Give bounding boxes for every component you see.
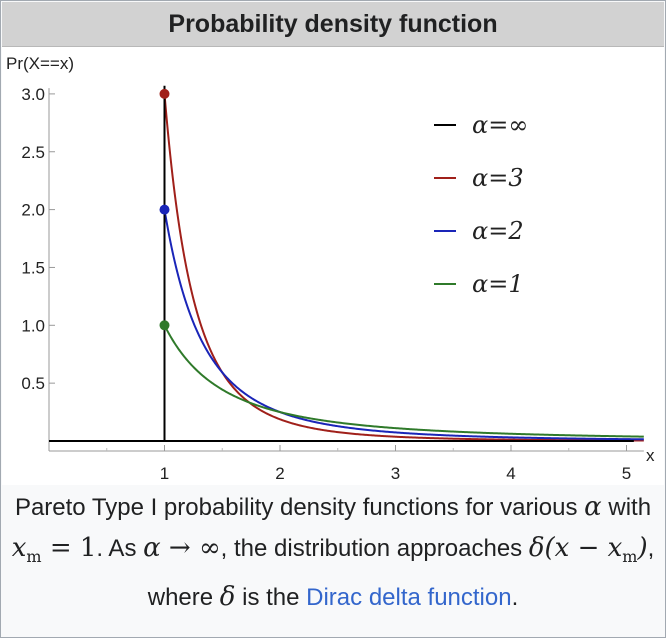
x-tick-label: 1 — [160, 464, 169, 483]
y-tick-label: 0.5 — [21, 374, 45, 393]
figure-caption: Pareto Type I probability density functi… — [11, 487, 655, 618]
x-axis-label: x — [646, 446, 655, 465]
caption-alpha-symbol: α — [584, 492, 602, 522]
caption-text-3: . As — [96, 535, 144, 562]
legend-label: α=1 — [472, 270, 524, 298]
legend-label: α=3 — [472, 164, 524, 192]
x-tick-label: 2 — [275, 464, 284, 483]
caption-text-4: , the distribution approaches — [220, 535, 529, 562]
caption-xm-subscript: m — [26, 546, 42, 566]
y-tick-label: 2.0 — [21, 201, 45, 220]
caption-delta-close: ) — [637, 533, 648, 563]
series-line-alpha-2 — [49, 209, 644, 442]
series-point-alpha-3 — [159, 88, 170, 99]
x-tick-label: 3 — [391, 464, 400, 483]
y-tick-label: 1.5 — [21, 258, 45, 277]
caption-text-7: . — [511, 583, 519, 611]
caption-delta-expression: δ(x − x — [528, 533, 623, 563]
caption-text-6: is the — [235, 583, 307, 611]
caption-text-1: Pareto Type I probability density functi… — [14, 494, 585, 521]
series-line-alpha-1 — [49, 324, 644, 442]
legend-label: α=∞ — [472, 111, 528, 139]
x-tick-label: 4 — [506, 464, 515, 483]
series-point-alpha-1 — [159, 320, 170, 331]
caption-xm-symbol: x — [11, 533, 27, 563]
caption-delta-subscript: m — [622, 546, 638, 566]
y-axis-label: Pr(X==x) — [6, 54, 74, 73]
legend-label: α=2 — [472, 217, 524, 245]
chart-title: Probability density function — [2, 2, 664, 47]
x-tick-label: 5 — [622, 464, 631, 483]
dirac-delta-link[interactable]: Dirac delta function — [306, 583, 512, 611]
y-tick-label: 1.0 — [21, 316, 45, 335]
y-tick-label: 2.5 — [21, 143, 45, 162]
caption-xm-value: = 1 — [41, 533, 97, 563]
series-line-alpha-3 — [49, 93, 644, 442]
caption-delta-symbol: δ — [219, 581, 236, 612]
pareto-pdf-chart: Pr(X==x) x 0.5 1.0 1.5 2.0 2.5 3.0 1 2 3 4 5 α=∞ α=3 α=… — [6, 54, 655, 483]
series-point-alpha-2 — [159, 204, 170, 215]
y-tick-label: 3.0 — [21, 85, 45, 104]
caption-limit-expression: α → ∞ — [143, 533, 221, 563]
plot-area: Pr(X==x) x 0.5 1.0 1.5 2.0 2.5 3.0 1 2 3 4 5 α=∞ α=3 α=… — [2, 47, 664, 485]
caption-text-5: , where — [147, 535, 655, 611]
caption-text-2: with — [601, 494, 652, 521]
